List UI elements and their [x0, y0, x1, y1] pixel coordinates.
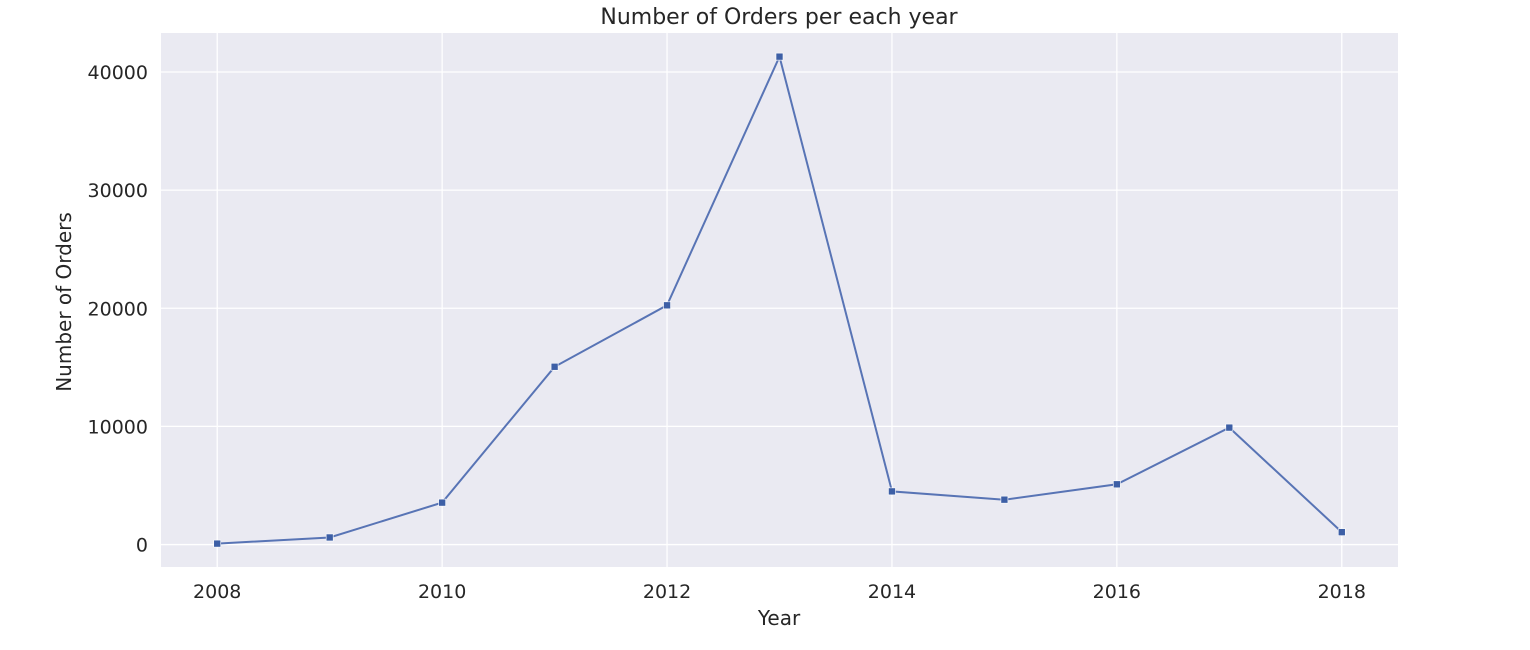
- y-tick-label: 40000: [88, 62, 148, 84]
- y-tick-label: 0: [136, 535, 148, 557]
- x-tick-label: 2018: [1318, 581, 1366, 603]
- x-tick-label: 2012: [643, 581, 691, 603]
- y-tick-label: 30000: [88, 180, 148, 202]
- y-tick-label: 10000: [88, 416, 148, 438]
- y-tick-label: 20000: [88, 298, 148, 320]
- data-point-marker: [1113, 480, 1121, 489]
- data-point-marker: [663, 301, 671, 310]
- data-point-marker: [775, 52, 784, 61]
- data-point-marker: [1337, 528, 1346, 536]
- data-point-marker: [888, 487, 896, 496]
- data-points: [213, 52, 1346, 548]
- grid: [161, 33, 1398, 567]
- x-tick-label: 2010: [418, 581, 466, 603]
- x-tick-label: 2014: [868, 581, 916, 603]
- data-point-marker: [1225, 423, 1234, 432]
- x-axis-ticks: 2008 2010 2012 2014 2016 2018: [193, 581, 1366, 603]
- plot-area: [161, 33, 1398, 567]
- y-axis-ticks: 0 10000 20000 30000 40000: [88, 62, 148, 557]
- x-tick-label: 2016: [1093, 581, 1141, 603]
- y-axis-label: Number of Orders: [52, 212, 76, 392]
- x-axis-label: Year: [757, 606, 801, 630]
- data-point-marker: [1000, 495, 1009, 504]
- data-point-marker: [325, 533, 334, 542]
- x-tick-label: 2008: [193, 581, 241, 603]
- data-point-marker: [213, 539, 222, 548]
- data-point-marker: [550, 362, 559, 371]
- chart-title: Number of Orders per each year: [600, 5, 958, 30]
- data-point-marker: [438, 498, 446, 507]
